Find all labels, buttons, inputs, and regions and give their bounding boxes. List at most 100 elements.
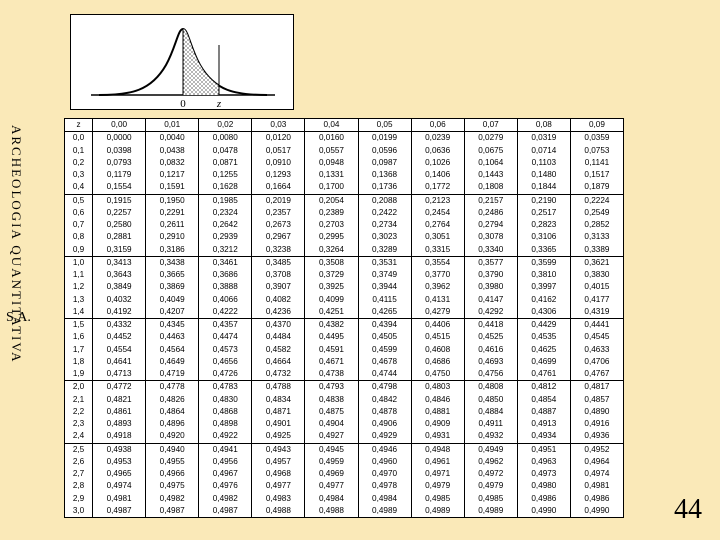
page-number: 44 bbox=[674, 494, 702, 526]
cell: 0,4911 bbox=[464, 418, 517, 430]
row-header-z: 2,4 bbox=[65, 430, 93, 443]
cell: 0,2357 bbox=[252, 207, 305, 219]
cell: 0,4955 bbox=[146, 456, 199, 468]
cell: 0,4978 bbox=[358, 480, 411, 492]
table-row: 1,60,44520,44630,44740,44840,44950,45050… bbox=[65, 331, 624, 343]
cell: 0,4767 bbox=[570, 368, 623, 381]
table-row: 1,80,46410,46490,46560,46640,46710,46780… bbox=[65, 356, 624, 368]
cell: 0,4946 bbox=[358, 443, 411, 456]
row-header-z: 2,3 bbox=[65, 418, 93, 430]
cell: 0,4962 bbox=[464, 456, 517, 468]
row-header-z: 1,4 bbox=[65, 306, 93, 319]
cell: 0,4099 bbox=[305, 294, 358, 306]
cell: 0,4890 bbox=[570, 406, 623, 418]
cell: 0,4864 bbox=[146, 406, 199, 418]
cell: 0,4854 bbox=[517, 394, 570, 406]
cell: 0,4738 bbox=[305, 368, 358, 381]
cell: 0,4984 bbox=[358, 493, 411, 505]
cell: 0,4878 bbox=[358, 406, 411, 418]
cell: 0,4957 bbox=[252, 456, 305, 468]
cell: 0,0987 bbox=[358, 157, 411, 169]
cell: 0,2852 bbox=[570, 219, 623, 231]
cell: 0,4936 bbox=[570, 430, 623, 443]
cell: 0,4251 bbox=[305, 306, 358, 319]
row-header-z: 1,9 bbox=[65, 368, 93, 381]
table-row: 0,80,28810,29100,29390,29670,29950,30230… bbox=[65, 231, 624, 243]
axis-label-zero: 0 bbox=[180, 98, 186, 110]
cell: 0,3708 bbox=[252, 269, 305, 281]
cell: 0,0120 bbox=[252, 132, 305, 145]
table-row: 3,00,49870,49870,49870,49880,49880,49890… bbox=[65, 505, 624, 518]
cell: 0,0675 bbox=[464, 145, 517, 157]
cell: 0,4985 bbox=[411, 493, 464, 505]
cell: 0,4633 bbox=[570, 344, 623, 356]
cell: 0,0398 bbox=[93, 145, 146, 157]
cell: 0,4979 bbox=[464, 480, 517, 492]
cell: 0,4887 bbox=[517, 406, 570, 418]
cell: 0,4871 bbox=[252, 406, 305, 418]
cell: 0,4015 bbox=[570, 281, 623, 293]
cell: 0,3340 bbox=[464, 244, 517, 257]
cell: 0,4986 bbox=[570, 493, 623, 505]
cell: 0,0832 bbox=[146, 157, 199, 169]
z-table-element: z0,000,010,020,030,040,050,060,070,080,0… bbox=[64, 118, 624, 518]
row-header-z: 0,8 bbox=[65, 231, 93, 243]
table-row: 1,00,34130,34380,34610,34850,35080,35310… bbox=[65, 256, 624, 269]
table-row: 1,70,45540,45640,45730,45820,45910,45990… bbox=[65, 344, 624, 356]
cell: 0,1554 bbox=[93, 181, 146, 194]
row-header-z: 0,9 bbox=[65, 244, 93, 257]
cell: 0,1950 bbox=[146, 194, 199, 207]
cell: 0,4778 bbox=[146, 381, 199, 394]
cell: 0,3962 bbox=[411, 281, 464, 293]
table-row: 0,50,19150,19500,19850,20190,20540,20880… bbox=[65, 194, 624, 207]
cell: 0,4608 bbox=[411, 344, 464, 356]
cell: 0,4909 bbox=[411, 418, 464, 430]
cell: 0,4418 bbox=[464, 319, 517, 332]
table-row: 0,30,11790,12170,12550,12930,13310,13680… bbox=[65, 169, 624, 181]
cell: 0,4929 bbox=[358, 430, 411, 443]
cell: 0,4951 bbox=[517, 443, 570, 456]
cell: 0,3238 bbox=[252, 244, 305, 257]
cell: 0,4838 bbox=[305, 394, 358, 406]
cell: 0,2422 bbox=[358, 207, 411, 219]
cell: 0,0596 bbox=[358, 145, 411, 157]
cell: 0,0359 bbox=[570, 132, 623, 145]
cell: 0,4817 bbox=[570, 381, 623, 394]
cell: 0,4972 bbox=[464, 468, 517, 480]
cell: 0,4974 bbox=[570, 468, 623, 480]
cell: 0,3849 bbox=[93, 281, 146, 293]
cell: 0,4965 bbox=[93, 468, 146, 480]
cell: 0,2157 bbox=[464, 194, 517, 207]
cell: 0,2642 bbox=[199, 219, 252, 231]
cell: 0,4693 bbox=[464, 356, 517, 368]
cell: 0,4893 bbox=[93, 418, 146, 430]
col-header: 0,05 bbox=[358, 119, 411, 132]
cell: 0,4452 bbox=[93, 331, 146, 343]
cell: 0,3264 bbox=[305, 244, 358, 257]
row-header-z: 1,2 bbox=[65, 281, 93, 293]
cell: 0,2389 bbox=[305, 207, 358, 219]
cell: 0,1517 bbox=[570, 169, 623, 181]
cell: 0,4803 bbox=[411, 381, 464, 394]
cell: 0,4649 bbox=[146, 356, 199, 368]
cell: 0,3508 bbox=[305, 256, 358, 269]
cell: 0,4927 bbox=[305, 430, 358, 443]
cell: 0,4726 bbox=[199, 368, 252, 381]
cell: 0,4495 bbox=[305, 331, 358, 343]
cell: 0,3413 bbox=[93, 256, 146, 269]
row-header-z: 1,7 bbox=[65, 344, 93, 356]
cell: 0,3599 bbox=[517, 256, 570, 269]
row-header-z: 0,2 bbox=[65, 157, 93, 169]
table-row: 0,60,22570,22910,23240,23570,23890,24220… bbox=[65, 207, 624, 219]
col-header: 0,01 bbox=[146, 119, 199, 132]
cell: 0,1179 bbox=[93, 169, 146, 181]
cell: 0,4898 bbox=[199, 418, 252, 430]
cell: 0,4932 bbox=[464, 430, 517, 443]
cell: 0,3106 bbox=[517, 231, 570, 243]
cell: 0,4370 bbox=[252, 319, 305, 332]
cell: 0,4904 bbox=[305, 418, 358, 430]
cell: 0,1026 bbox=[411, 157, 464, 169]
cell: 0,4292 bbox=[464, 306, 517, 319]
cell: 0,4429 bbox=[517, 319, 570, 332]
table-row: 1,50,43320,43450,43570,43700,43820,43940… bbox=[65, 319, 624, 332]
